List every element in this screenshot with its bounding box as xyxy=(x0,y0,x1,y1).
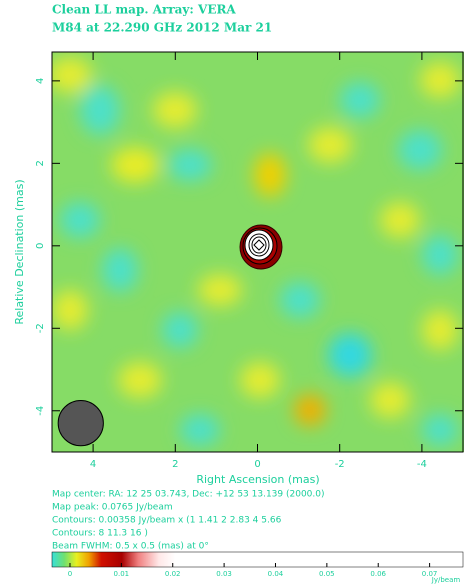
colorbar-tick-label: 0.04 xyxy=(268,570,284,578)
y-tick-label: 0 xyxy=(35,243,46,249)
source-contours xyxy=(240,225,282,269)
y-tick-label: -4 xyxy=(35,406,46,416)
info-line: Contours: 8 11.3 16 ) xyxy=(52,529,148,539)
x-tick-label: 0 xyxy=(254,459,260,470)
info-line: Beam FWHM: 0.5 x 0.5 (mas) at 0° xyxy=(52,542,209,552)
colorbar-tick-label: 0.06 xyxy=(370,570,386,578)
colorbar-tick-label: 0 xyxy=(68,570,72,578)
map-image xyxy=(48,52,464,452)
y-tick-label: 2 xyxy=(35,160,46,166)
colorbar-tick-label: 0.02 xyxy=(165,570,181,578)
x-tick-label: 2 xyxy=(172,459,178,470)
y-tick-label: -2 xyxy=(35,323,46,333)
info-line: Map peak: 0.0765 Jy/beam xyxy=(52,503,173,513)
x-tick-label: -2 xyxy=(335,459,345,470)
colorbar-tick-label: 0.07 xyxy=(422,570,438,578)
y-axis-label: Relative Declination (mas) xyxy=(13,179,26,324)
x-tick-label: 4 xyxy=(90,459,96,470)
info-line: Contours: 0.00358 Jy/beam x (1 1.41 2 2.… xyxy=(52,516,282,526)
x-axis-label: Right Ascension (mas) xyxy=(196,473,319,486)
chart-subtitle: M84 at 22.290 GHz 2012 Mar 21 xyxy=(52,21,272,35)
colorbar xyxy=(52,552,463,567)
colorbar-tick-label: 0.01 xyxy=(114,570,130,578)
chart: Clean LL map. Array: VERA M84 at 22.290 … xyxy=(0,0,464,584)
info-line: Map center: RA: 12 25 03.743, Dec: +12 5… xyxy=(52,490,325,500)
colorbar-tick-label: 0.03 xyxy=(216,570,232,578)
chart-title: Clean LL map. Array: VERA xyxy=(52,3,236,17)
y-tick-label: 4 xyxy=(35,78,46,84)
beam xyxy=(58,401,103,446)
colorbar-tick-label: 0.05 xyxy=(319,570,335,578)
x-tick-label: -4 xyxy=(417,459,427,470)
